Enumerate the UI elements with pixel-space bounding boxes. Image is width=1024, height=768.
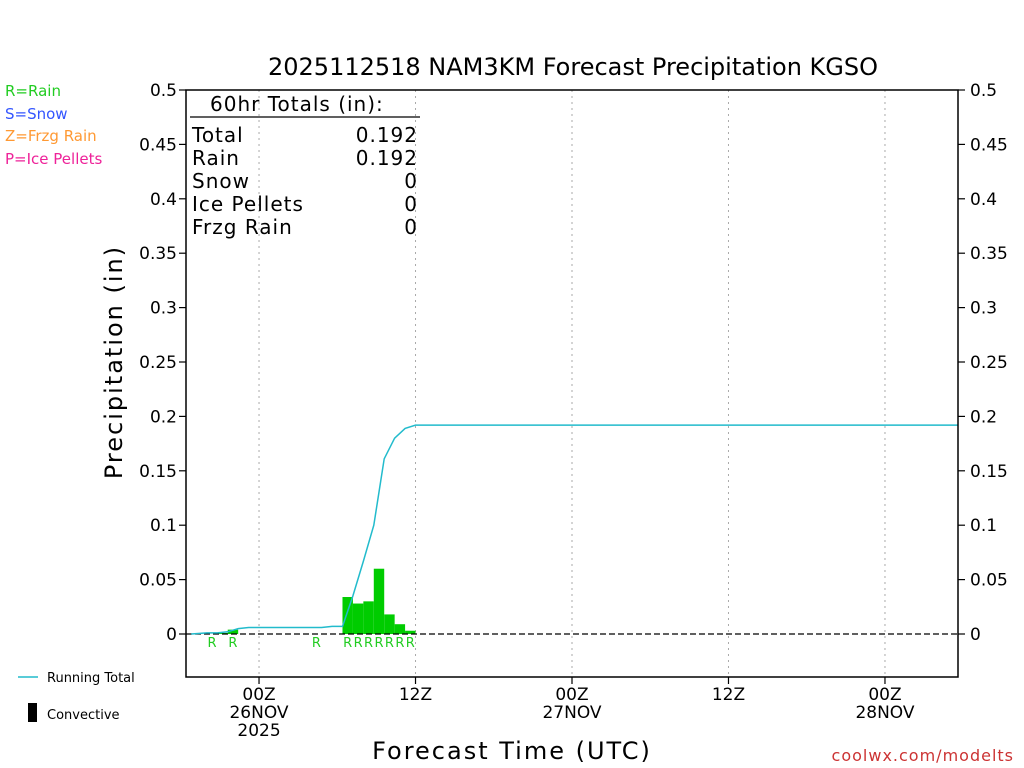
y-tick-label-left: 0.1 <box>150 516 177 536</box>
y-tick-label-left: 0.2 <box>150 407 177 427</box>
chart-title: 2025112518 NAM3KM Forecast Precipitation… <box>268 53 878 81</box>
convective-legend-swatch <box>28 703 37 722</box>
ptype-marker: R <box>406 636 415 651</box>
ptype-marker: R <box>343 636 352 651</box>
totals-box: 60hr Totals (in): Total 0.192 Rain 0.192… <box>190 92 420 239</box>
y-axis-ticks: 0 00.05 0.050.1 0.10.15 0.150.2 0.20.25 0.250.… <box>139 81 1008 645</box>
y-tick-label-right: 0.2 <box>970 407 997 427</box>
grid-lines <box>258 90 886 677</box>
y-tick-label-right: 0.35 <box>970 244 1008 264</box>
totals-label-frzg-rain: Frzg Rain <box>192 215 293 239</box>
x-tick-label: 26NOV <box>229 703 288 723</box>
y-tick-label-right: 0.05 <box>970 571 1008 591</box>
x-axis-label: Forecast Time (UTC) <box>372 737 652 765</box>
running-total-polyline <box>191 424 958 635</box>
ptype-marker: R <box>374 636 383 651</box>
y-tick-label-right: 0.1 <box>970 516 997 536</box>
y-tick-label-left: 0.5 <box>150 81 177 101</box>
credit-text: coolwx.com/modelts <box>832 746 1014 765</box>
x-tick-label: 2025 <box>237 721 280 741</box>
y-tick-label-right: 0.4 <box>970 190 997 210</box>
legend-ice-pellets: P=Ice Pellets <box>5 150 102 168</box>
legend-rain: R=Rain <box>5 82 61 100</box>
x-tick-label: 00Z <box>242 685 275 705</box>
y-tick-label-left: 0.35 <box>139 244 177 264</box>
precip-bar <box>352 603 364 634</box>
y-tick-label-left: 0.05 <box>139 571 177 591</box>
y-axis-label: Precipitation (in) <box>100 245 128 479</box>
ptype-marker: R <box>228 636 237 651</box>
y-tick-label-left: 0 <box>166 625 177 645</box>
precip-bar <box>373 568 385 634</box>
precip-bar <box>363 601 374 634</box>
totals-label-total: Total <box>191 123 244 147</box>
y-tick-label-left: 0.4 <box>150 190 177 210</box>
y-tick-label-left: 0.15 <box>139 462 177 482</box>
ptype-marker: R <box>208 636 217 651</box>
ptype-marker: R <box>312 636 321 651</box>
x-tick-label: 28NOV <box>855 703 914 723</box>
precip-bar <box>384 614 395 634</box>
totals-value-snow: 0 <box>404 169 418 193</box>
totals-label-ice-pellets: Ice Pellets <box>192 192 304 216</box>
x-tick-label: 00Z <box>555 685 588 705</box>
ptype-marker: R <box>364 636 373 651</box>
totals-heading: 60hr Totals (in): <box>210 92 384 116</box>
x-tick-label: 27NOV <box>542 703 601 723</box>
running-total-line <box>191 424 958 635</box>
x-tick-label: 12Z <box>712 685 745 705</box>
legend-snow: S=Snow <box>5 105 68 123</box>
y-tick-label-right: 0.45 <box>970 135 1008 155</box>
totals-value-rain: 0.192 <box>356 146 418 170</box>
x-tick-label: 12Z <box>399 685 432 705</box>
totals-label-snow: Snow <box>192 169 250 193</box>
x-tick-label: 00Z <box>868 685 901 705</box>
y-tick-label-left: 0.3 <box>150 299 177 319</box>
y-tick-label-left: 0.45 <box>139 135 177 155</box>
precip-bars <box>217 568 416 634</box>
y-tick-label-right: 0.5 <box>970 81 997 101</box>
precip-bar <box>405 630 416 634</box>
y-tick-label-right: 0.3 <box>970 299 997 319</box>
y-tick-label-right: 0.15 <box>970 462 1008 482</box>
precip-bar <box>342 597 353 634</box>
precip-bar <box>227 629 239 634</box>
convective-legend-label: Convective <box>47 708 120 723</box>
ptype-marker: R <box>385 636 394 651</box>
y-tick-label-right: 0 <box>970 625 981 645</box>
precip-bar <box>394 624 406 634</box>
running-total-legend-label: Running Total <box>47 671 135 686</box>
y-tick-label-right: 0.25 <box>970 353 1008 373</box>
legend-frzg-rain: Z=Frzg Rain <box>5 127 97 145</box>
ptype-marker: R <box>354 636 363 651</box>
totals-value-total: 0.192 <box>356 123 418 147</box>
ptype-marker: R <box>395 636 404 651</box>
y-tick-label-left: 0.25 <box>139 353 177 373</box>
totals-value-frzg-rain: 0 <box>404 215 418 239</box>
totals-value-ice-pellets: 0 <box>404 192 418 216</box>
totals-label-rain: Rain <box>192 146 240 170</box>
